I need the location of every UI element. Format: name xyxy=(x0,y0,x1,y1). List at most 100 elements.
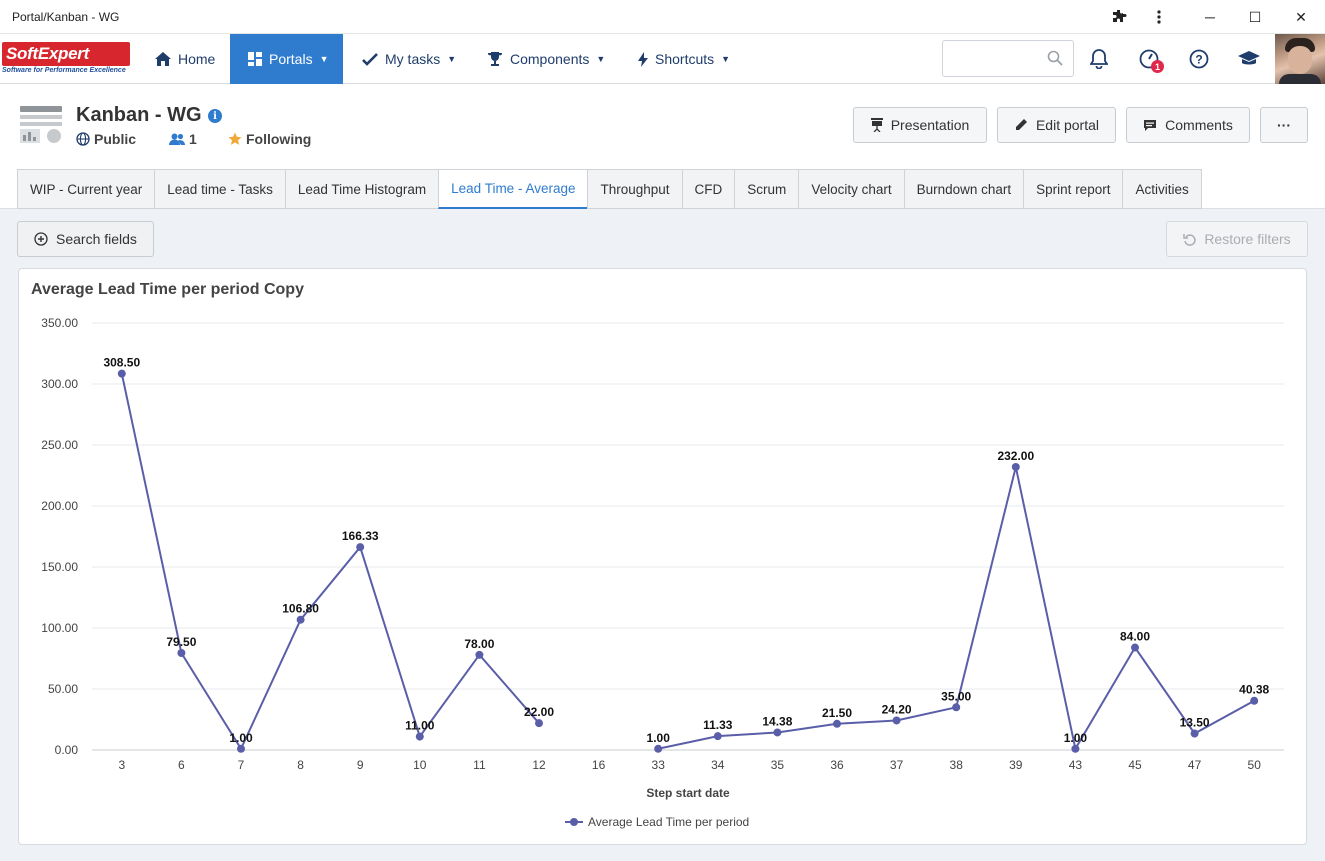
pencil-icon xyxy=(1015,119,1027,130)
nav-components[interactable]: Components ▼ xyxy=(487,34,605,84)
nav-shortcuts[interactable]: Shortcuts ▼ xyxy=(638,34,730,84)
legend-label: Average Lead Time per period xyxy=(588,815,749,829)
tab-lead-time-average[interactable]: Lead Time - Average xyxy=(438,169,588,209)
data-label: 1.00 xyxy=(647,731,671,745)
top-navbar: SoftExpert Software for Performance Exce… xyxy=(0,34,1325,84)
tab-throughput[interactable]: Throughput xyxy=(587,169,682,209)
y-tick-label: 150.00 xyxy=(41,560,78,574)
bell-icon[interactable] xyxy=(1087,47,1111,71)
tab-wip-current-year[interactable]: WIP - Current year xyxy=(17,169,155,209)
tab-lead-time-histogram[interactable]: Lead Time Histogram xyxy=(284,169,439,209)
comments-button[interactable]: Comments xyxy=(1126,107,1250,143)
maximize-button[interactable]: ☐ xyxy=(1248,8,1262,25)
lightning-icon xyxy=(638,51,648,67)
y-tick-label: 300.00 xyxy=(41,377,78,391)
caret-down-icon: ▼ xyxy=(319,54,329,64)
nav-my-tasks[interactable]: My tasks ▼ xyxy=(362,34,456,84)
check-icon xyxy=(362,52,378,66)
plus-circle-icon xyxy=(34,232,48,246)
y-tick-label: 200.00 xyxy=(41,499,78,513)
tab-cfd[interactable]: CFD xyxy=(681,169,735,209)
members-count[interactable]: 1 xyxy=(169,131,197,147)
x-tick-label: 34 xyxy=(711,758,725,772)
x-tick-label: 45 xyxy=(1128,758,1142,772)
logo-text: SoftExpert xyxy=(6,44,89,63)
data-label: 79.50 xyxy=(166,635,196,649)
logo-subtitle: Software for Performance Excellence xyxy=(2,67,126,74)
data-label: 24.20 xyxy=(882,702,912,716)
x-tick-label: 10 xyxy=(413,758,427,772)
legend-marker xyxy=(570,818,578,826)
data-label: 40.38 xyxy=(1239,683,1269,697)
edit-portal-label: Edit portal xyxy=(1035,117,1100,133)
data-point xyxy=(1071,744,1080,753)
chart-card: Average Lead Time per period Copy 0.00 50… xyxy=(18,268,1307,845)
data-label: 22.00 xyxy=(524,705,554,719)
tab-scrum[interactable]: Scrum xyxy=(734,169,799,209)
help-icon[interactable]: ? xyxy=(1187,47,1211,71)
caret-down-icon: ▼ xyxy=(447,54,457,64)
data-point xyxy=(892,716,901,725)
chart-title: Average Lead Time per period Copy xyxy=(31,281,304,298)
x-tick-label: 50 xyxy=(1248,758,1262,772)
info-icon[interactable]: i xyxy=(208,109,222,123)
dashboard-icon xyxy=(248,52,262,66)
search-icon[interactable] xyxy=(1047,50,1063,66)
y-tick-label: 100.00 xyxy=(41,621,78,635)
tab-sprint-report[interactable]: Sprint report xyxy=(1023,169,1123,209)
nav-search-input[interactable] xyxy=(942,40,1074,77)
dashboard-tabs: WIP - Current year Lead time - Tasks Lea… xyxy=(17,169,1202,209)
portal-icon xyxy=(20,106,62,143)
series-line xyxy=(120,373,540,751)
visibility-status: Public xyxy=(76,131,136,147)
presentation-button[interactable]: Presentation xyxy=(853,107,987,143)
search-fields-button[interactable]: Search fields xyxy=(17,221,154,257)
gauge-icon[interactable] xyxy=(1137,47,1161,71)
data-label: 1.00 xyxy=(229,731,253,745)
user-avatar[interactable] xyxy=(1275,34,1325,84)
comment-icon xyxy=(1144,119,1157,131)
data-label: 106.80 xyxy=(282,602,319,616)
graduation-cap-icon[interactable] xyxy=(1237,47,1261,71)
kebab-menu-icon[interactable] xyxy=(1143,4,1175,30)
data-point xyxy=(296,615,305,624)
tab-activities[interactable]: Activities xyxy=(1122,169,1202,209)
tab-burndown-chart[interactable]: Burndown chart xyxy=(903,169,1024,209)
comments-label: Comments xyxy=(1165,117,1233,133)
tab-lead-time-tasks[interactable]: Lead time - Tasks xyxy=(154,169,285,209)
data-label: 13.50 xyxy=(1180,716,1210,730)
x-tick-label: 39 xyxy=(1009,758,1023,772)
minimize-button[interactable]: ─ xyxy=(1205,9,1215,25)
data-point xyxy=(1011,462,1020,471)
undo-icon xyxy=(1183,233,1196,246)
following-toggle[interactable]: Following xyxy=(228,131,311,147)
x-tick-label: 37 xyxy=(890,758,904,772)
tab-velocity-chart[interactable]: Velocity chart xyxy=(798,169,904,209)
data-point xyxy=(415,732,424,741)
nav-home[interactable]: Home xyxy=(155,34,215,84)
extensions-icon[interactable] xyxy=(1103,4,1135,30)
edit-portal-button[interactable]: Edit portal xyxy=(997,107,1116,143)
y-tick-label: 250.00 xyxy=(41,438,78,452)
data-point xyxy=(1190,729,1199,738)
page-title: Kanban - WG xyxy=(76,104,202,126)
nav-portals[interactable]: Portals ▼ xyxy=(230,34,343,84)
softexpert-logo[interactable]: SoftExpert Software for Performance Exce… xyxy=(2,42,130,76)
x-tick-label: 43 xyxy=(1069,758,1083,772)
x-tick-label: 33 xyxy=(652,758,666,772)
nav-portals-label: Portals xyxy=(269,51,313,67)
data-point xyxy=(654,744,663,753)
x-tick-label: 16 xyxy=(592,758,606,772)
x-tick-label: 9 xyxy=(357,758,364,772)
close-button[interactable]: ✕ xyxy=(1295,8,1307,25)
more-options-button[interactable]: ··· xyxy=(1260,107,1308,143)
x-tick-label: 12 xyxy=(532,758,546,772)
data-label: 232.00 xyxy=(997,449,1034,463)
x-tick-label: 3 xyxy=(118,758,125,772)
data-point xyxy=(117,369,126,378)
data-point xyxy=(475,650,484,659)
nav-home-label: Home xyxy=(178,51,216,67)
window-title: Portal/Kanban - WG xyxy=(12,10,120,24)
restore-filters-button[interactable]: Restore filters xyxy=(1166,221,1308,257)
data-point xyxy=(952,703,961,712)
